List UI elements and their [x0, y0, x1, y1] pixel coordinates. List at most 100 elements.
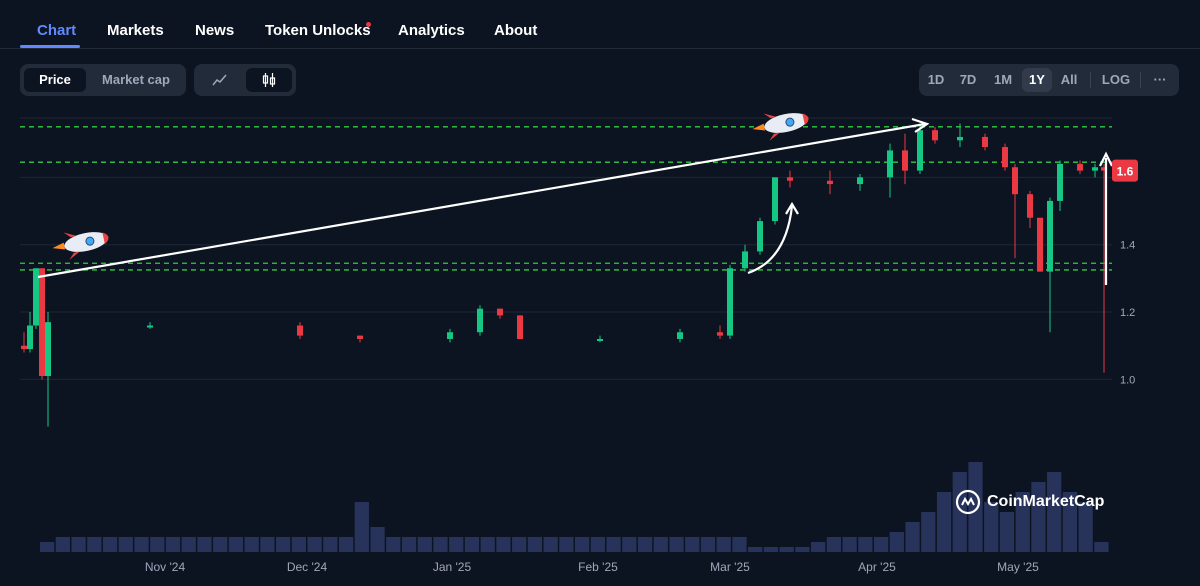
volume-bar — [606, 537, 621, 552]
tab-token-unlocks[interactable]: Token Unlocks — [265, 22, 371, 39]
tab-about[interactable]: About — [494, 22, 538, 39]
volume-bar — [1015, 492, 1030, 552]
range-all-button[interactable]: All — [1060, 72, 1078, 87]
active-tab-indicator — [20, 45, 80, 48]
volume-bar — [150, 537, 165, 552]
volume-bar — [622, 537, 637, 552]
volume-bar — [181, 537, 196, 552]
y-tick-label: 1.4 — [1120, 240, 1135, 252]
y-tick-label: 1.2 — [1120, 307, 1135, 319]
volume-bar — [905, 522, 920, 552]
coinmarketcap-watermark: CoinMarketCap — [955, 489, 1104, 515]
candle-body — [887, 150, 893, 178]
current-price-badge — [1112, 159, 1138, 182]
range-1d-button[interactable]: 1D — [927, 72, 945, 87]
candle-body — [1027, 194, 1033, 218]
coinmarketcap-logo-icon — [955, 489, 981, 515]
range-selector: 1D 7D 1M 1Y All LOG ··· — [919, 64, 1179, 96]
volume-bar — [449, 537, 464, 552]
tab-markets[interactable]: Markets — [107, 22, 164, 39]
candle-body — [957, 136, 963, 141]
line-chart-button[interactable] — [198, 68, 242, 92]
volume-bar — [700, 537, 716, 552]
volume-bar — [386, 537, 401, 552]
candle-body — [1012, 167, 1018, 195]
range-1m-button[interactable]: 1M — [993, 72, 1013, 87]
candle-body — [1057, 163, 1063, 201]
x-tick-label: Dec '24 — [287, 560, 328, 574]
trend-arrow-head — [911, 117, 930, 133]
volume-bar — [433, 537, 448, 552]
vertical-arrow-head — [1099, 151, 1113, 167]
volume-bar — [999, 512, 1015, 552]
volume-bar — [795, 547, 810, 552]
volume-bar — [71, 537, 86, 552]
volume-bar — [417, 537, 432, 552]
current-price-label: 1.6 — [1117, 165, 1134, 179]
candle-body — [597, 338, 603, 341]
volume-bar — [968, 462, 983, 552]
candle-body — [1092, 167, 1098, 171]
candle-body — [787, 177, 793, 181]
volume-bar — [685, 537, 700, 552]
volume-bar — [732, 537, 747, 552]
volume-bar — [873, 537, 889, 552]
candlestick-button[interactable] — [246, 68, 292, 92]
candle-body — [932, 130, 938, 141]
market-cap-toggle[interactable]: Market cap — [102, 72, 170, 87]
candle-body — [677, 332, 683, 339]
chart-type-selector — [194, 64, 296, 96]
x-tick-label: Apr '25 — [858, 560, 896, 574]
volume-bar — [276, 537, 291, 552]
volume-bar — [40, 542, 55, 552]
tab-analytics[interactable]: Analytics — [398, 22, 465, 39]
candle-body — [1101, 167, 1107, 171]
volume-bar — [826, 537, 841, 552]
candle-body — [917, 130, 923, 171]
tab-chart[interactable]: Chart — [37, 22, 77, 39]
candle-body — [477, 308, 483, 333]
price-chart[interactable]: 1.0 1.2 1.4 1.6 Nov '24 Dec '24 Jan '25 Feb '2… — [0, 110, 1200, 586]
range-7d-button[interactable]: 7D — [959, 72, 977, 87]
volume-bar — [637, 537, 653, 552]
volume-bar — [575, 537, 590, 552]
x-tick-label: Nov '24 — [145, 560, 186, 574]
volume-bar — [464, 537, 480, 552]
volume-bar — [590, 537, 605, 552]
tab-news[interactable]: News — [195, 22, 235, 39]
volume-bar — [291, 537, 306, 552]
top-nav: Chart Markets News Token Unlocks Analyti… — [0, 0, 1200, 49]
watermark-text: CoinMarketCap — [987, 493, 1105, 510]
range-divider — [1090, 72, 1091, 88]
rocket-icon — [752, 113, 809, 141]
candle-body — [1037, 217, 1043, 272]
y-tick-label: 1.0 — [1120, 374, 1135, 386]
volume-bar — [102, 537, 118, 552]
candle-body — [1002, 147, 1008, 168]
volume-bar — [543, 537, 558, 552]
volume-bar — [763, 547, 779, 552]
candle-body — [982, 136, 988, 148]
volume-bar — [496, 537, 511, 552]
volume-bar — [527, 537, 543, 552]
candlestick-icon — [262, 73, 276, 87]
price-toggle[interactable]: Price — [24, 68, 86, 92]
volume-bar — [165, 537, 181, 552]
volume-bar — [307, 537, 322, 552]
notification-dot-icon — [366, 22, 371, 27]
log-scale-button[interactable]: LOG — [1101, 72, 1131, 87]
volume-bar — [984, 502, 999, 552]
candle-body — [1077, 163, 1083, 171]
range-1y-button[interactable]: 1Y — [1022, 68, 1052, 92]
volume-bar — [716, 537, 731, 552]
candle-body — [857, 177, 863, 185]
candle-body — [357, 335, 363, 339]
more-options-button[interactable]: ··· — [1153, 72, 1167, 87]
volume-bar — [354, 502, 369, 552]
candle-body — [1047, 200, 1053, 272]
volume-bar — [134, 537, 149, 552]
volume-bar — [1031, 482, 1046, 552]
candle-body — [757, 221, 763, 252]
x-tick-label: Jan '25 — [433, 560, 472, 574]
volume-bar — [512, 537, 527, 552]
